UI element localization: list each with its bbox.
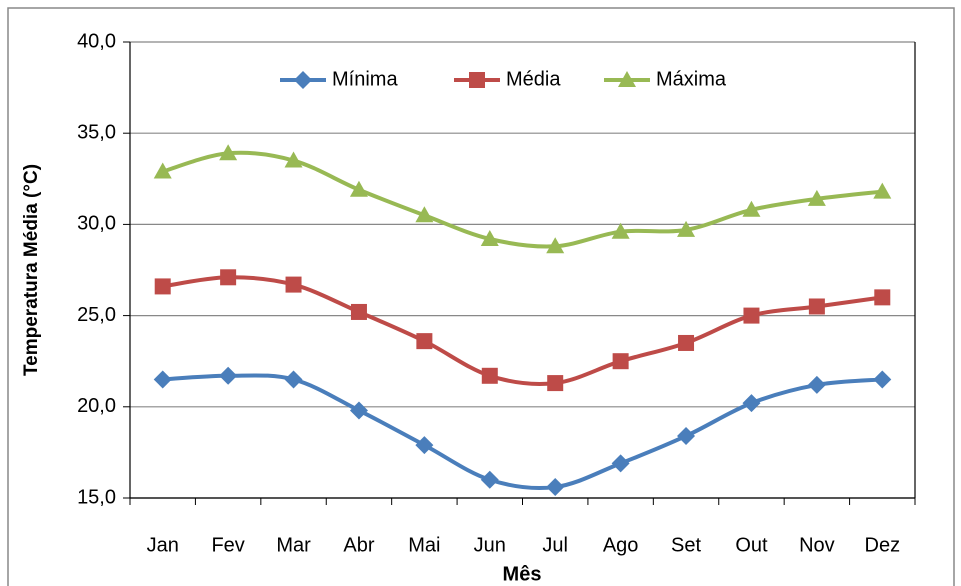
data-point <box>219 366 238 385</box>
x-tick-label: Jan <box>147 534 179 556</box>
data-point <box>415 436 434 455</box>
x-tick-label: Ago <box>603 534 639 556</box>
data-point <box>349 401 368 420</box>
data-point <box>219 144 238 161</box>
x-tick-label: Dez <box>865 534 901 556</box>
data-point <box>547 375 564 392</box>
data-point <box>873 182 892 199</box>
data-point <box>416 333 433 350</box>
x-tick-label: Jul <box>542 534 568 556</box>
y-tick-label: 20,0 <box>77 395 116 417</box>
series-line <box>162 150 883 249</box>
data-point <box>285 276 302 293</box>
data-point <box>220 269 237 286</box>
chart-frame <box>7 7 955 586</box>
data-point <box>873 370 892 389</box>
data-point <box>546 478 565 497</box>
data-point <box>349 180 368 197</box>
legend-label: Mínima <box>332 68 398 90</box>
x-tick-label: Jun <box>474 534 506 556</box>
y-tick-label: 25,0 <box>77 304 116 326</box>
data-point <box>678 334 695 351</box>
data-point <box>677 220 696 237</box>
x-tick-label: Set <box>671 534 701 556</box>
data-point <box>807 375 826 394</box>
legend-marker <box>294 71 312 89</box>
x-tick-label: Fev <box>211 534 244 556</box>
data-point <box>677 426 696 445</box>
legend-marker <box>618 71 636 87</box>
x-tick-label: Mar <box>276 534 311 556</box>
y-tick-label: 30,0 <box>77 213 116 235</box>
data-point <box>480 229 499 246</box>
data-point <box>284 151 303 168</box>
data-point <box>480 470 499 489</box>
x-tick-label: Mai <box>408 534 440 556</box>
data-point <box>743 307 760 324</box>
data-point <box>153 370 172 389</box>
data-point <box>808 298 825 315</box>
legend-label: Média <box>506 68 561 90</box>
x-tick-label: Abr <box>343 534 374 556</box>
data-point <box>611 222 630 239</box>
data-point <box>611 454 630 473</box>
data-point <box>153 162 172 179</box>
x-tick-label: Nov <box>799 534 835 556</box>
x-axis-label: Mês <box>503 563 542 585</box>
legend-label: Máxima <box>656 68 727 90</box>
data-point <box>612 353 629 370</box>
data-point <box>350 303 367 320</box>
legend-marker <box>469 72 485 88</box>
y-tick-label: 35,0 <box>77 121 116 143</box>
y-tick-label: 15,0 <box>77 486 116 508</box>
y-tick-label: 40,0 <box>77 30 116 52</box>
data-point <box>154 278 171 295</box>
data-point <box>284 370 303 389</box>
data-point <box>742 394 761 413</box>
data-point <box>807 189 826 206</box>
data-point <box>874 289 891 306</box>
data-point <box>415 206 434 223</box>
x-tick-label: Out <box>735 534 768 556</box>
data-point <box>546 237 565 254</box>
data-point <box>481 367 498 384</box>
data-point <box>742 200 761 217</box>
y-axis-label: Temperatura Média (°C) <box>21 164 42 376</box>
